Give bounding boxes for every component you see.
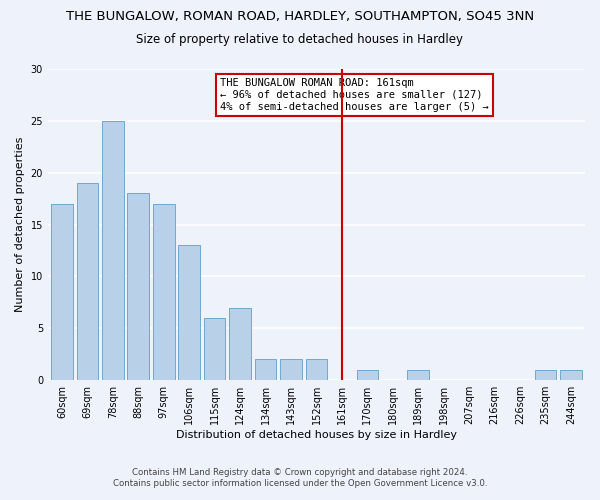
Bar: [204, 318, 226, 380]
X-axis label: Distribution of detached houses by size in Hardley: Distribution of detached houses by size …: [176, 430, 457, 440]
Bar: [178, 246, 200, 380]
Bar: [560, 370, 582, 380]
Bar: [51, 204, 73, 380]
Bar: [535, 370, 556, 380]
Text: Contains HM Land Registry data © Crown copyright and database right 2024.
Contai: Contains HM Land Registry data © Crown c…: [113, 468, 487, 487]
Text: THE BUNGALOW ROMAN ROAD: 161sqm
← 96% of detached houses are smaller (127)
4% of: THE BUNGALOW ROMAN ROAD: 161sqm ← 96% of…: [220, 78, 488, 112]
Bar: [407, 370, 429, 380]
Bar: [77, 183, 98, 380]
Bar: [127, 194, 149, 380]
Y-axis label: Number of detached properties: Number of detached properties: [15, 137, 25, 312]
Bar: [305, 360, 327, 380]
Bar: [255, 360, 277, 380]
Bar: [280, 360, 302, 380]
Text: THE BUNGALOW, ROMAN ROAD, HARDLEY, SOUTHAMPTON, SO45 3NN: THE BUNGALOW, ROMAN ROAD, HARDLEY, SOUTH…: [66, 10, 534, 23]
Bar: [356, 370, 378, 380]
Bar: [102, 121, 124, 380]
Bar: [153, 204, 175, 380]
Bar: [229, 308, 251, 380]
Text: Size of property relative to detached houses in Hardley: Size of property relative to detached ho…: [137, 32, 464, 46]
